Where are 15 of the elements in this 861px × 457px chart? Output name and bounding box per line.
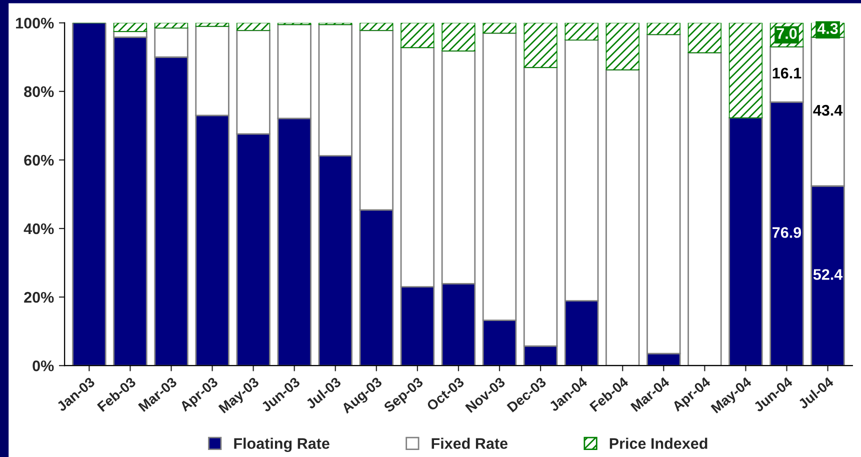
y-tick-label: 100%: [16, 18, 54, 29]
y-tick-label: 20%: [24, 292, 54, 303]
data-label: 7.0: [776, 28, 797, 39]
y-tick-label: 0%: [32, 360, 54, 372]
data-label: 76.9: [772, 227, 802, 238]
legend-label: Floating Rate: [234, 438, 330, 452]
data-label: 16.1: [772, 68, 802, 79]
legend-label: Price Indexed: [610, 438, 708, 449]
legend-label: Fixed Rate: [432, 438, 508, 449]
data-label: 43.4: [813, 104, 843, 116]
y-tick-label: 40%: [24, 223, 54, 234]
data-label: 4.3: [817, 23, 838, 34]
data-label: 52.4: [813, 269, 843, 280]
y-tick-label: 60%: [24, 154, 54, 166]
y-tick-label: 80%: [24, 86, 54, 98]
